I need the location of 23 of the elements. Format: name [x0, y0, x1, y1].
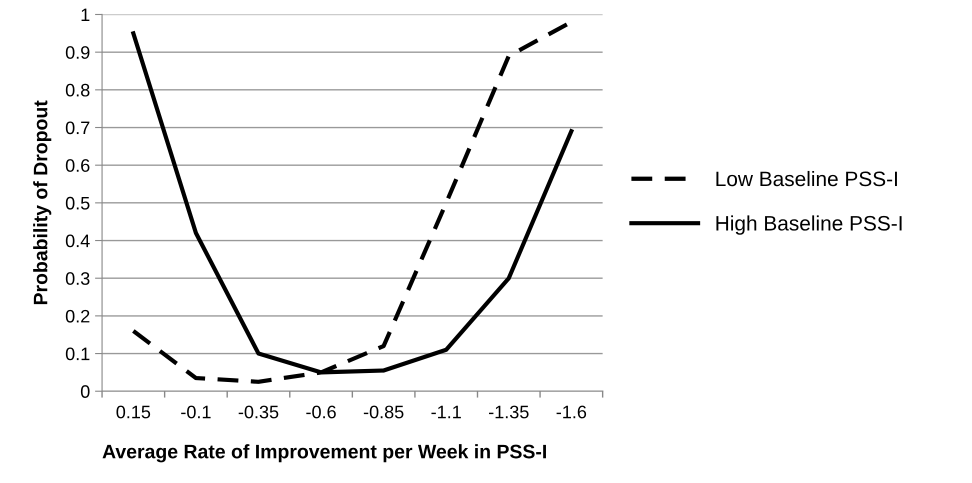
x-tick-label: -0.85: [364, 406, 404, 418]
y-tick-label: 0.2: [66, 310, 90, 323]
y-tick-label: 0.1: [66, 347, 90, 360]
y-tick-label: 0.4: [66, 234, 90, 248]
y-tick-label: 0.9: [66, 46, 90, 59]
x-tick-label: -1.6: [556, 406, 586, 418]
y-axis-title: Probability of Dropout: [33, 100, 52, 304]
legend-label: High Baseline PSS-I: [716, 215, 902, 235]
x-tick-label: -1.1: [431, 406, 461, 418]
y-tick-label: 0.6: [66, 159, 90, 172]
y-tick-label: 0.3: [66, 272, 90, 285]
x-tick-label: -0.1: [181, 406, 211, 418]
legend-label: Low Baseline PSS-I: [716, 170, 897, 186]
y-tick-label: 1: [82, 8, 90, 22]
x-axis-title: Average Rate of Improvement per Week in PSS-I: [102, 444, 546, 462]
x-tick-label: 0.15: [116, 406, 150, 418]
x-tick-label: -0.6: [306, 406, 336, 418]
y-tick-label: 0.7: [66, 121, 90, 134]
x-tick-label: -1.35: [489, 406, 529, 418]
y-tick-label: 0.8: [66, 84, 90, 97]
x-tick-label: -0.35: [238, 406, 278, 418]
y-tick-label: 0.5: [66, 196, 90, 210]
y-tick-label: 0: [80, 385, 90, 398]
